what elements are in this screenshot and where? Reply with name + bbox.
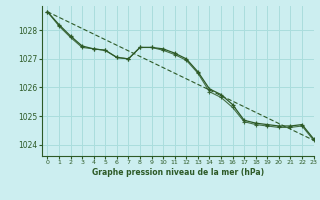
X-axis label: Graphe pression niveau de la mer (hPa): Graphe pression niveau de la mer (hPa) [92,168,264,177]
